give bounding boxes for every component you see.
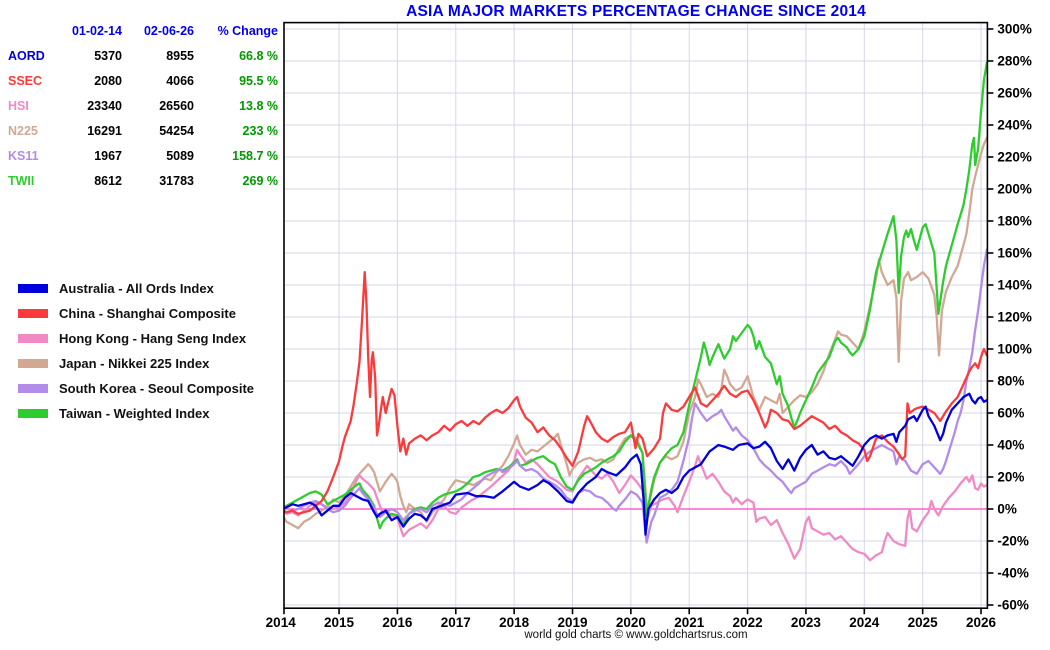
y-axis-label: 260% <box>997 86 1032 101</box>
table-row-start-value: 23340 <box>87 99 122 113</box>
table-row-percent-change: 158.7 % <box>232 149 278 163</box>
table-header: % Change <box>217 24 278 38</box>
table-row-end-value: 8955 <box>166 49 194 63</box>
y-axis-label: 280% <box>997 54 1032 69</box>
table-header: 01-02-14 <box>71 24 122 38</box>
chart-legend: Australia - All Ords Index China - Shangh… <box>18 276 254 426</box>
table-row-symbol: KS11 <box>8 149 39 163</box>
y-axis-label: -40% <box>997 566 1029 581</box>
series-line-aord <box>284 392 988 536</box>
chart-title: ASIA MAJOR MARKETS PERCENTAGE CHANGE SIN… <box>406 3 866 20</box>
table-row-symbol: SSEC <box>8 74 43 88</box>
series-line-n225 <box>284 136 988 530</box>
x-axis-label: 2021 <box>674 615 705 630</box>
legend-label: South Korea - Seoul Composite <box>59 381 255 396</box>
y-axis-label: 80% <box>997 374 1024 389</box>
legend-label: Taiwan - Weighted Index <box>59 406 210 421</box>
x-axis-label: 2020 <box>616 615 646 630</box>
table-row-percent-change: 13.8 % <box>239 99 278 113</box>
y-axis-label: 20% <box>997 470 1024 485</box>
legend-label: Hong Kong - Hang Seng Index <box>59 331 247 346</box>
table-row-percent-change: 233 % <box>242 124 278 138</box>
x-axis-label: 2024 <box>849 615 880 630</box>
y-axis-label: 200% <box>997 182 1032 197</box>
legend-color-swatch <box>18 409 48 418</box>
table-row-start-value: 2080 <box>94 74 122 88</box>
table-row-end-value: 4066 <box>166 74 194 88</box>
x-axis-label: 2023 <box>791 615 822 630</box>
y-axis-label: 240% <box>997 118 1032 133</box>
table-header: 02-06-26 <box>143 24 194 38</box>
legend-color-swatch <box>18 309 48 318</box>
table-row-percent-change: 269 % <box>242 174 278 188</box>
legend-item: Australia - All Ords Index <box>18 276 254 301</box>
legend-label: Australia - All Ords Index <box>59 281 214 296</box>
table-row-symbol: HSI <box>8 99 29 113</box>
series-line-ssec <box>284 271 988 515</box>
y-axis-label: 220% <box>997 150 1032 165</box>
table-row-start-value: 5370 <box>94 49 122 63</box>
series-line-ks11 <box>284 248 988 544</box>
legend-color-swatch <box>18 359 48 368</box>
x-axis-label: 2019 <box>557 615 587 630</box>
table-row-end-value: 54254 <box>159 124 194 138</box>
x-axis-label: 2015 <box>324 615 355 630</box>
legend-item: Taiwan - Weighted Index <box>18 401 254 426</box>
table-row-end-value: 31783 <box>159 174 194 188</box>
table-row-end-value: 5089 <box>166 149 194 163</box>
y-axis-label: -60% <box>997 598 1029 613</box>
y-axis-label: 100% <box>997 342 1032 357</box>
footer-credit: world gold charts © www.goldchartsrus.co… <box>524 629 748 641</box>
series-line-hsi <box>284 448 988 562</box>
legend-item: South Korea - Seoul Composite <box>18 376 254 401</box>
table-row-symbol: N225 <box>8 124 38 138</box>
table-row-start-value: 16291 <box>87 124 122 138</box>
y-axis-label: 40% <box>997 438 1024 453</box>
y-axis-label: 180% <box>997 214 1032 229</box>
legend-color-swatch <box>18 284 48 293</box>
y-axis-label: 140% <box>997 278 1032 293</box>
table-row-symbol: AORD <box>8 49 45 63</box>
x-axis-label: 2025 <box>908 615 939 630</box>
y-axis-label: 300% <box>997 22 1032 37</box>
y-axis-label: 60% <box>997 406 1024 421</box>
y-axis-label: -20% <box>997 534 1029 549</box>
x-axis-label: 2018 <box>499 615 530 630</box>
x-axis-label: 2026 <box>966 615 997 630</box>
legend-color-swatch <box>18 334 48 343</box>
legend-item: China - Shanghai Composite <box>18 301 254 326</box>
legend-color-swatch <box>18 384 48 393</box>
legend-item: Hong Kong - Hang Seng Index <box>18 326 254 351</box>
legend-label: Japan - Nikkei 225 Index <box>59 356 210 371</box>
x-axis-label: 2014 <box>266 615 297 630</box>
x-axis-label: 2016 <box>382 615 413 630</box>
table-row-start-value: 1967 <box>94 149 122 163</box>
y-axis-label: 0% <box>997 502 1017 517</box>
y-axis-label: 120% <box>997 310 1032 325</box>
x-axis-label: 2017 <box>441 615 471 630</box>
table-row-start-value: 8612 <box>94 174 122 188</box>
legend-item: Japan - Nikkei 225 Index <box>18 351 254 376</box>
table-row-percent-change: 95.5 % <box>239 74 278 88</box>
legend-label: China - Shanghai Composite <box>59 306 236 321</box>
table-row-symbol: TWII <box>8 174 35 188</box>
table-row-percent-change: 66.8 % <box>239 49 278 63</box>
x-axis-label: 2022 <box>733 615 763 630</box>
table-row-end-value: 26560 <box>159 99 194 113</box>
y-axis-label: 160% <box>997 246 1032 261</box>
market-stats-table: 01-02-14 02-06-26 % Change AORD 5370 8955 66.8… <box>6 19 278 194</box>
plot-border <box>283 21 989 609</box>
